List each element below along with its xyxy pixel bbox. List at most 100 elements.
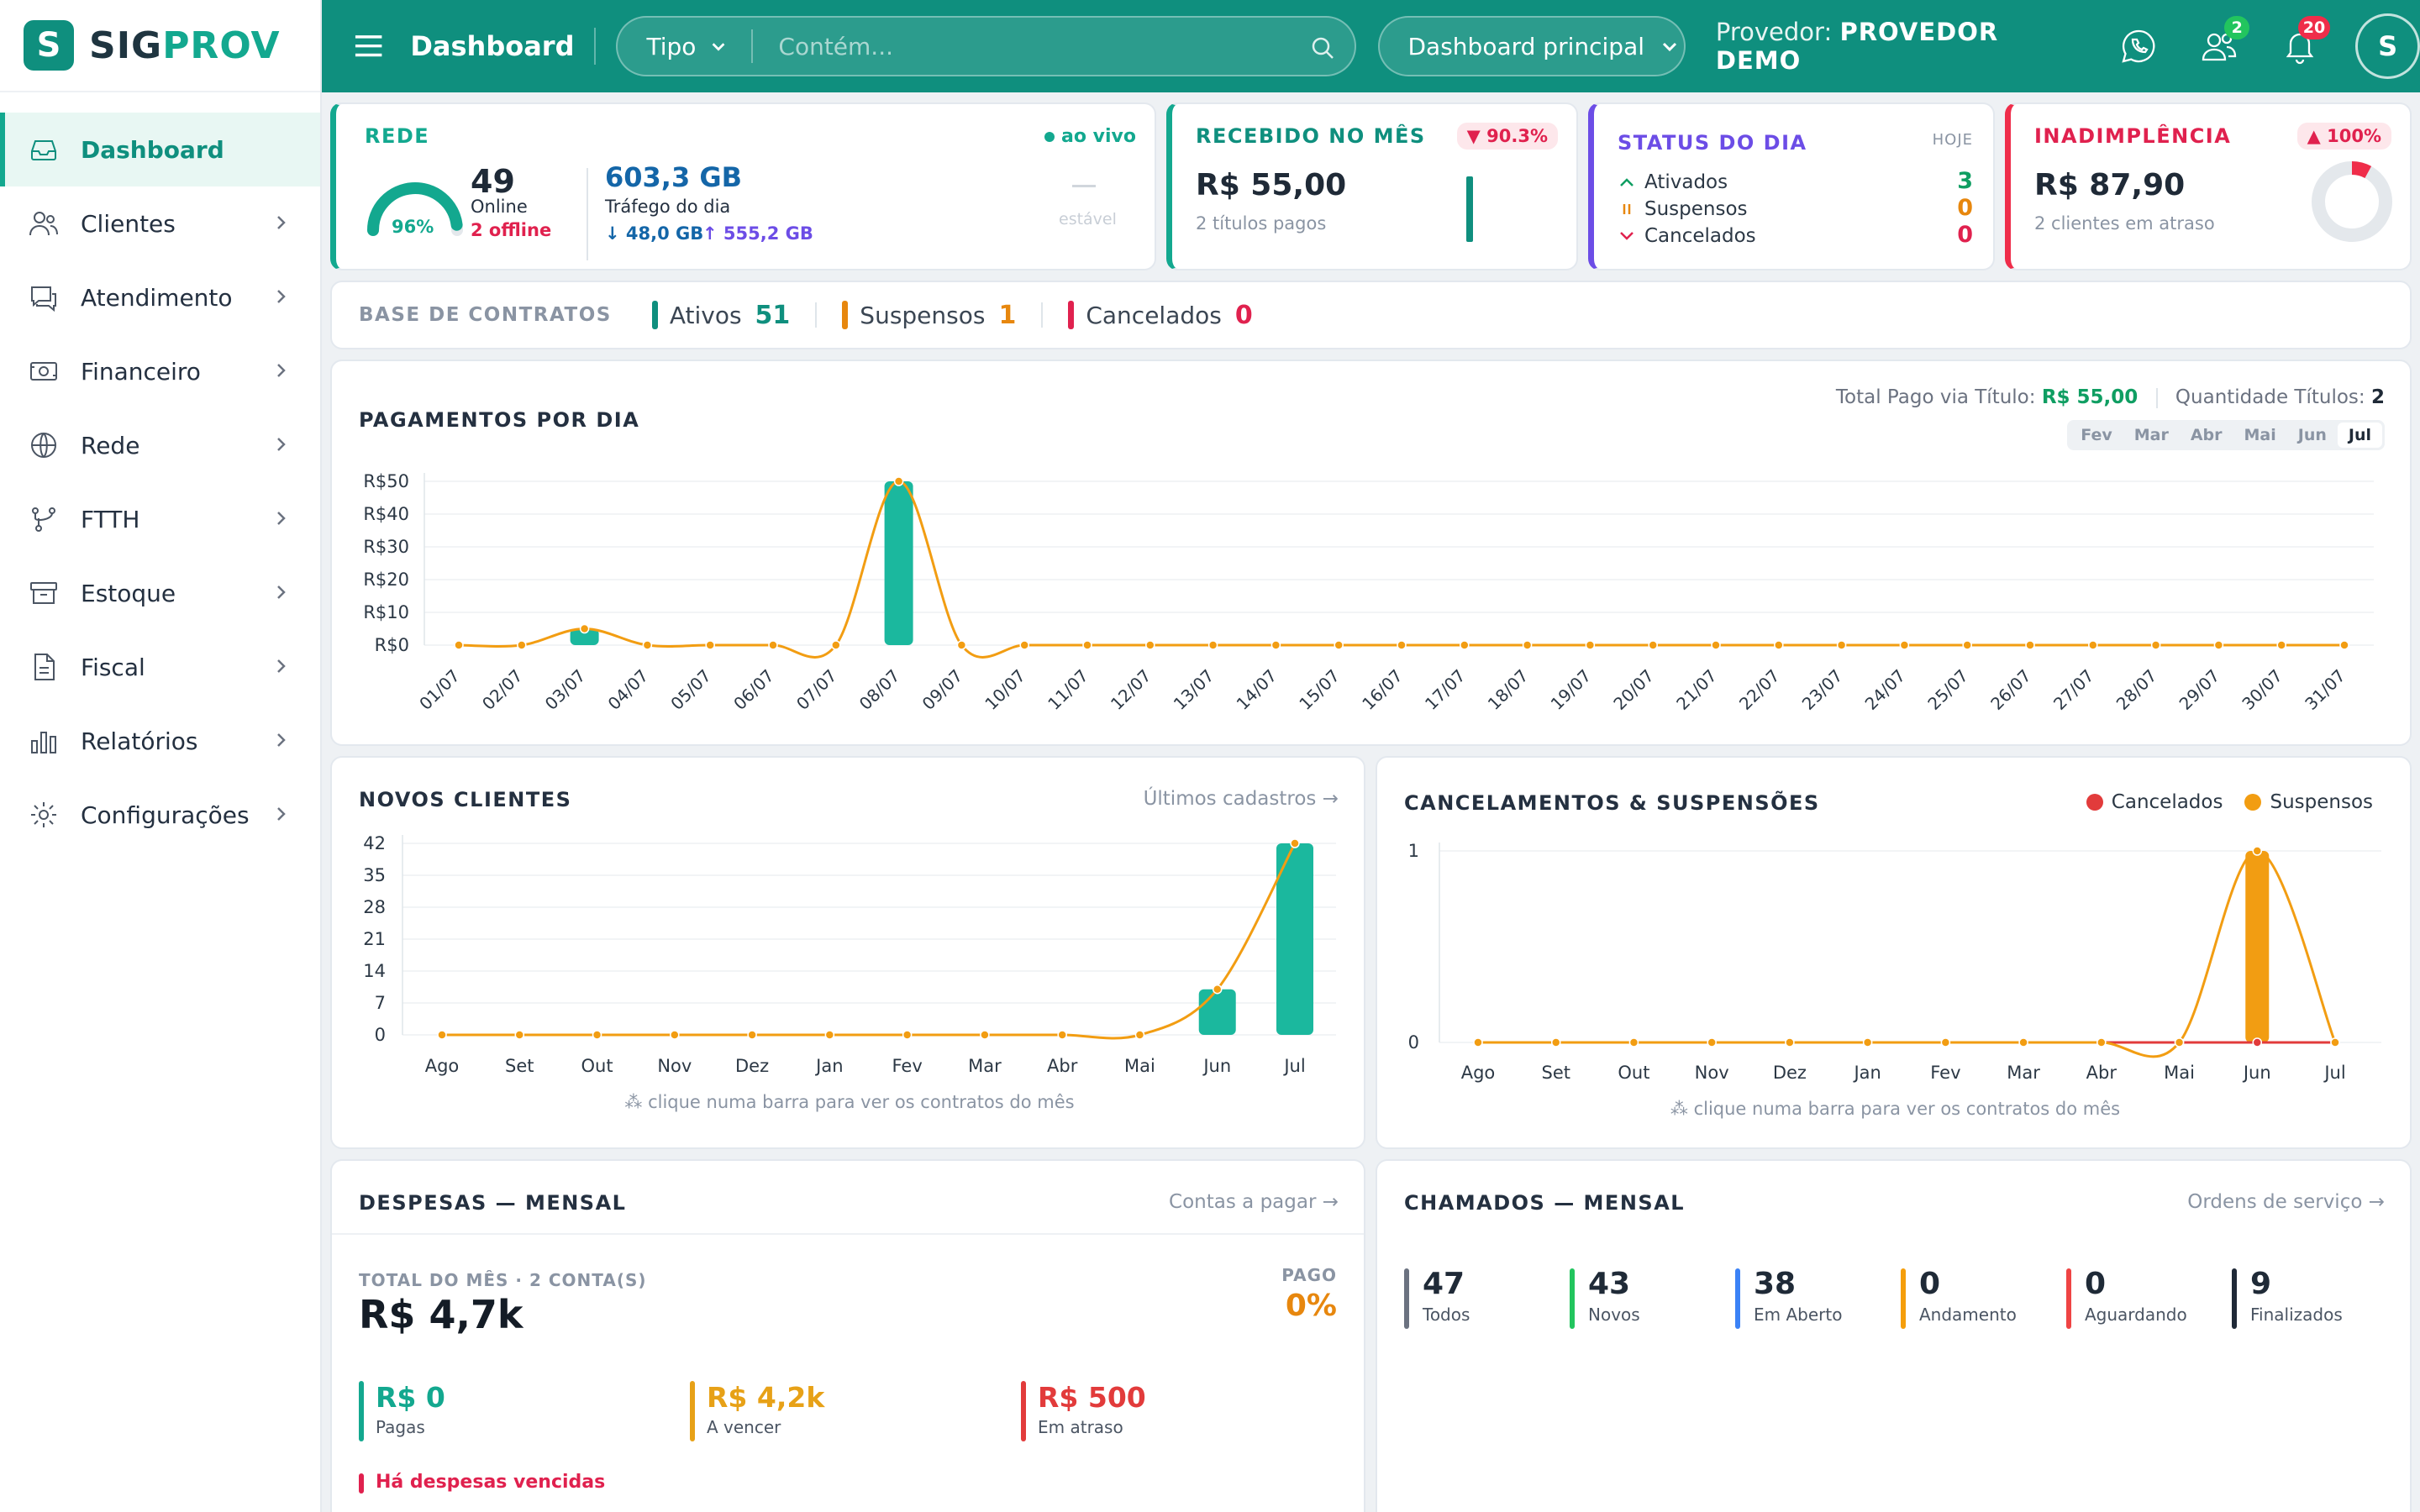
- base-item-suspensos[interactable]: Suspensos 1: [842, 301, 1016, 330]
- x-tick-label: 26/07: [1986, 665, 2035, 714]
- whatsapp-button[interactable]: [2120, 28, 2157, 65]
- x-tick-label: Out: [581, 1056, 613, 1076]
- status-dia-card[interactable]: STATUS DO DIA HOJE Ativados 3 Suspensos …: [1588, 102, 1995, 270]
- sidebar-item-ftth[interactable]: FTTH: [0, 482, 320, 556]
- month-tab-fev[interactable]: Fev: [2081, 426, 2112, 444]
- offline-count[interactable]: 2 offline: [471, 220, 552, 240]
- recebido-title: RECEBIDO NO MÊS: [1196, 124, 1426, 148]
- chevron-right-icon: [277, 438, 286, 451]
- legend-cancelados[interactable]: Cancelados: [2086, 791, 2223, 813]
- data-point: [1899, 640, 1910, 650]
- sidebar-item-clientes[interactable]: Clientes: [0, 186, 320, 260]
- status-value: 3: [1957, 168, 1973, 194]
- stat-value: 9: [2250, 1267, 2272, 1301]
- x-tick-label: 13/07: [1170, 665, 1218, 714]
- data-point: [1145, 640, 1155, 650]
- data-point: [956, 640, 967, 650]
- sidebar-item-fiscal[interactable]: Fiscal: [0, 630, 320, 704]
- x-tick-label: 02/07: [478, 665, 527, 714]
- data-point: [1585, 640, 1596, 650]
- notifications-button[interactable]: 20: [2281, 16, 2331, 65]
- divider: [594, 28, 597, 65]
- legend-suspensos[interactable]: Suspensos: [2244, 791, 2373, 813]
- data-point: [1473, 1037, 1483, 1047]
- base-value: 51: [755, 300, 791, 330]
- sidebar-item-estoque[interactable]: Estoque: [0, 556, 320, 630]
- search-type-dropdown[interactable]: Tipo: [646, 33, 728, 60]
- data-point: [1334, 640, 1344, 650]
- ultimos-cadastros-link[interactable]: Últimos cadastros →: [1143, 788, 1339, 810]
- x-tick-label: 20/07: [1609, 665, 1658, 714]
- stat-value: 0: [2085, 1267, 2107, 1301]
- sidebar-item-financeiro[interactable]: Financeiro: [0, 334, 320, 408]
- chamados-stat[interactable]: 0 Aguardando: [2066, 1267, 2187, 1329]
- ring-fill: [2312, 161, 2392, 242]
- chamados-stat[interactable]: 47 Todos: [1404, 1267, 1470, 1329]
- bar[interactable]: [1276, 843, 1313, 1035]
- legend-label: Suspensos: [2270, 791, 2373, 813]
- notifications-badge: 20: [2297, 16, 2331, 39]
- stat-label: A vencer: [707, 1417, 781, 1437]
- x-tick-label: Set: [505, 1056, 534, 1076]
- month-tab-abr[interactable]: Abr: [2190, 426, 2223, 444]
- base-item-ativos[interactable]: Ativos 51: [651, 300, 791, 330]
- users-online-button[interactable]: 2: [2201, 16, 2250, 65]
- month-tab-jun[interactable]: Jun: [2297, 426, 2327, 444]
- chamados-stat[interactable]: 9 Finalizados: [2232, 1267, 2343, 1329]
- sidebar-item-dashboard[interactable]: Dashboard: [0, 113, 320, 186]
- chevron-right-icon: [277, 364, 286, 377]
- online-gauge: [367, 182, 463, 236]
- chevron-down-icon: [713, 43, 725, 51]
- cancelamentos-title: CANCELAMENTOS & SUSPENSÕES: [1404, 791, 1820, 815]
- sidebar-item-configuracoes[interactable]: Configurações: [0, 778, 320, 852]
- data-point: [1082, 640, 1092, 650]
- data-point: [768, 640, 778, 650]
- dashboard-select[interactable]: Dashboard principal: [1377, 16, 1686, 76]
- bar[interactable]: [570, 628, 599, 646]
- sidebar-item-atendimento[interactable]: Atendimento: [0, 260, 320, 334]
- sidebar-item-relatorios[interactable]: Relatórios: [0, 704, 320, 778]
- ordens-servico-link[interactable]: Ordens de serviço →: [2187, 1191, 2385, 1213]
- color-bar: [1404, 1268, 1409, 1329]
- month-tab-mar[interactable]: Mar: [2133, 426, 2169, 444]
- pagamentos-chart[interactable]: R$0 R$10 R$20 R$30 R$40 R$50 01/07 02/07 03/07 04…: [332, 361, 2412, 746]
- bar[interactable]: [2245, 851, 2270, 1042]
- data-point: [642, 640, 653, 650]
- month-tab-mai[interactable]: Mai: [2244, 426, 2276, 444]
- base-value: 0: [1234, 300, 1253, 330]
- brand-name: SIGPROV: [89, 24, 281, 67]
- sidebar-item-label: FTTH: [81, 505, 140, 533]
- bar[interactable]: [1198, 989, 1236, 1035]
- menu-toggle-button[interactable]: [352, 29, 385, 63]
- brand[interactable]: S SIGPROV: [0, 0, 320, 92]
- chamados-stat[interactable]: 43 Novos: [1570, 1267, 1640, 1329]
- chamados-stat[interactable]: 38 Em Aberto: [1735, 1267, 1842, 1329]
- sidebar-item-rede[interactable]: Rede: [0, 408, 320, 482]
- rede-card[interactable]: REDE ao vivo 96% 49 Online 2 offline 603…: [330, 102, 1156, 270]
- month-tab-jul[interactable]: Jul: [2337, 423, 2382, 448]
- traffic-label: Tráfego do dia: [605, 197, 731, 217]
- x-tick-label: 12/07: [1107, 665, 1155, 714]
- online-count: 49: [471, 163, 515, 200]
- search-input[interactable]: [778, 32, 1317, 60]
- x-tick-label: 05/07: [666, 665, 715, 714]
- overdue-alert[interactable]: Há despesas vencidas: [359, 1472, 605, 1494]
- stat-label: Finalizados: [2250, 1305, 2343, 1325]
- y-tick-label: 14: [363, 961, 386, 981]
- bar[interactable]: [884, 481, 913, 645]
- inadimplencia-card[interactable]: INADIMPLÊNCIA ▲ 100% R$ 87,90 2 clientes…: [2005, 102, 2412, 270]
- contas-a-pagar-link[interactable]: Contas a pagar →: [1169, 1191, 1339, 1213]
- search-icon[interactable]: [1309, 34, 1336, 61]
- chamados-stat[interactable]: 0 Andamento: [1901, 1267, 2017, 1329]
- data-point: [517, 640, 527, 650]
- x-tick-label: 22/07: [1735, 665, 1784, 714]
- search-bar: Tipo: [616, 16, 1356, 76]
- x-tick-label: 14/07: [1233, 665, 1281, 714]
- novos-clientes-chart[interactable]: 0 7 14 21 28 35 42 Ago Set Out Nov Dez Jan Fev Mar Abr M…: [332, 758, 1365, 1149]
- y-tick-label: 21: [363, 929, 386, 949]
- avatar[interactable]: S: [2355, 13, 2420, 79]
- x-tick-label: Mar: [2007, 1063, 2040, 1083]
- base-item-cancelados[interactable]: Cancelados 0: [1068, 300, 1253, 330]
- recebido-card[interactable]: RECEBIDO NO MÊS ▼ 90.3% R$ 55,00 2 títul…: [1166, 102, 1578, 270]
- cancelamentos-chart[interactable]: 0 1 Ago Set Out Nov Dez Jan Fev Mar Abr Mai Jun Jul: [1377, 758, 2412, 1149]
